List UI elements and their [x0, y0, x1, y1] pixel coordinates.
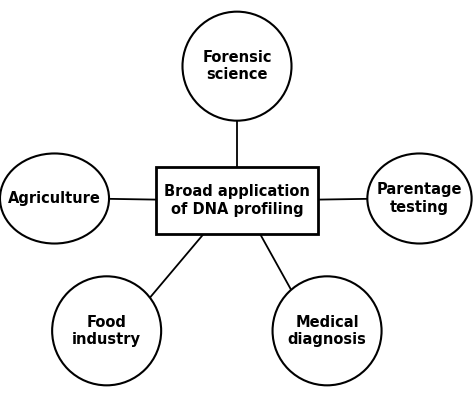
Ellipse shape: [367, 154, 472, 243]
Text: Parentage
testing: Parentage testing: [377, 182, 462, 215]
Ellipse shape: [52, 276, 161, 385]
Text: Food
industry: Food industry: [72, 315, 141, 347]
Text: Forensic
science: Forensic science: [202, 50, 272, 82]
Text: Agriculture: Agriculture: [8, 191, 101, 206]
Text: Medical
diagnosis: Medical diagnosis: [288, 315, 366, 347]
FancyBboxPatch shape: [156, 168, 318, 233]
Ellipse shape: [182, 12, 292, 121]
Text: Broad application
of DNA profiling: Broad application of DNA profiling: [164, 184, 310, 217]
Ellipse shape: [0, 154, 109, 243]
Ellipse shape: [273, 276, 382, 385]
